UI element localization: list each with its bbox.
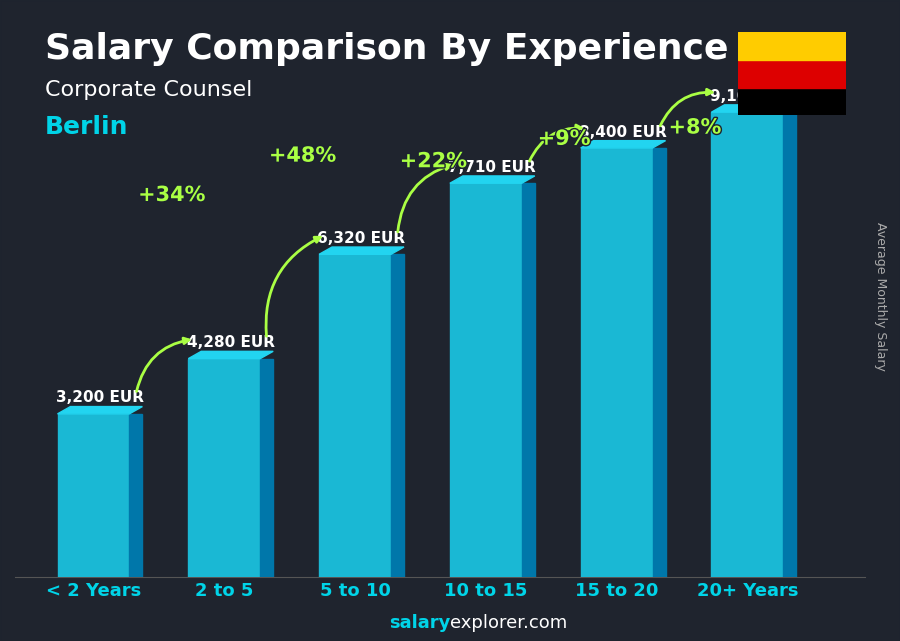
Polygon shape bbox=[130, 414, 142, 578]
Bar bbox=[58, 414, 130, 578]
Bar bbox=[320, 254, 391, 578]
Polygon shape bbox=[580, 140, 666, 148]
Polygon shape bbox=[260, 358, 274, 578]
Polygon shape bbox=[320, 247, 404, 254]
Polygon shape bbox=[58, 406, 142, 414]
Text: 6,320 EUR: 6,320 EUR bbox=[318, 231, 406, 246]
Text: +9%: +9% bbox=[537, 129, 590, 149]
Text: Salary Comparison By Experience: Salary Comparison By Experience bbox=[45, 32, 728, 66]
Polygon shape bbox=[450, 176, 535, 183]
Text: 4,280 EUR: 4,280 EUR bbox=[186, 335, 274, 350]
Text: +48%: +48% bbox=[269, 146, 337, 165]
Polygon shape bbox=[783, 112, 796, 578]
Bar bbox=[450, 183, 522, 578]
Bar bbox=[712, 112, 783, 578]
Polygon shape bbox=[188, 351, 274, 358]
Text: 9,100 EUR: 9,100 EUR bbox=[710, 88, 797, 104]
Text: +8%: +8% bbox=[669, 117, 722, 138]
Bar bbox=[188, 358, 260, 578]
Bar bbox=[738, 60, 846, 88]
Text: 7,710 EUR: 7,710 EUR bbox=[448, 160, 536, 175]
Bar bbox=[580, 148, 652, 578]
Text: 8,400 EUR: 8,400 EUR bbox=[580, 124, 667, 140]
Text: salary: salary bbox=[389, 614, 450, 632]
Text: Average Monthly Salary: Average Monthly Salary bbox=[874, 222, 886, 370]
Text: +22%: +22% bbox=[400, 151, 467, 171]
Text: Berlin: Berlin bbox=[45, 115, 129, 139]
Bar bbox=[738, 88, 846, 115]
Bar bbox=[738, 32, 846, 60]
Text: 3,200 EUR: 3,200 EUR bbox=[56, 390, 144, 405]
Polygon shape bbox=[391, 254, 404, 578]
Text: Corporate Counsel: Corporate Counsel bbox=[45, 80, 252, 100]
Text: +34%: +34% bbox=[138, 185, 205, 205]
Polygon shape bbox=[522, 183, 535, 578]
Polygon shape bbox=[712, 105, 796, 112]
Polygon shape bbox=[652, 148, 666, 578]
Text: explorer.com: explorer.com bbox=[450, 614, 567, 632]
